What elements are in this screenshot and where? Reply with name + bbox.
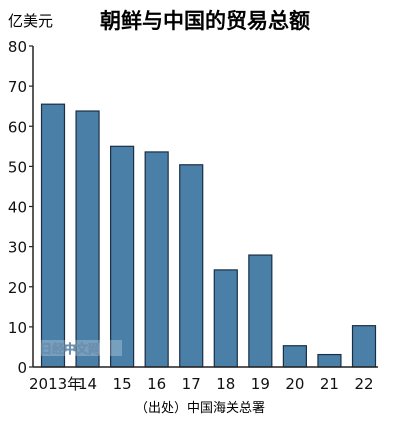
watermark-text: 日经中文网 [40, 341, 100, 356]
y-axis-ticks: 0 10 20 30 40 50 60 70 80 [8, 38, 33, 377]
y-tick-label: 20 [8, 279, 27, 297]
x-tick-label: 2013年 [29, 375, 82, 393]
bar-series [40, 103, 377, 368]
x-tick-label: 15 [113, 375, 132, 393]
bar-8 [317, 353, 342, 368]
x-tick-label: 19 [251, 375, 270, 393]
y-tick-label: 50 [8, 158, 27, 176]
bar-3 [144, 151, 169, 368]
x-tick-label: 14 [78, 375, 97, 393]
x-tick-label: 21 [320, 375, 339, 393]
x-tick-label: 18 [216, 375, 235, 393]
y-tick-label: 40 [8, 199, 27, 217]
bar-5 [213, 269, 238, 368]
bar-6 [248, 254, 273, 368]
watermark: 日经中文网 [34, 340, 122, 356]
y-tick-label: 70 [8, 78, 27, 96]
bar-2 [110, 145, 135, 368]
bar-0 [40, 103, 66, 368]
x-tick-label: 22 [354, 375, 373, 393]
x-tick-label: 20 [285, 375, 304, 393]
chart-title: 朝鲜与中国的贸易总额 [100, 9, 310, 33]
bar-1 [75, 110, 100, 368]
y-tick-label: 0 [17, 359, 27, 377]
y-tick-label: 80 [8, 38, 27, 56]
bar-4 [179, 164, 204, 368]
x-tick-label: 16 [147, 375, 166, 393]
y-axis-unit-label: 亿美元 [8, 12, 53, 30]
x-tick-label: 17 [182, 375, 201, 393]
y-tick-label: 10 [8, 319, 27, 337]
bar-9 [351, 325, 377, 368]
bar-7 [282, 345, 307, 368]
y-tick-label: 60 [8, 118, 27, 136]
source-note: （出处）中国海关总署 [135, 401, 265, 416]
y-tick-label: 30 [8, 239, 27, 257]
